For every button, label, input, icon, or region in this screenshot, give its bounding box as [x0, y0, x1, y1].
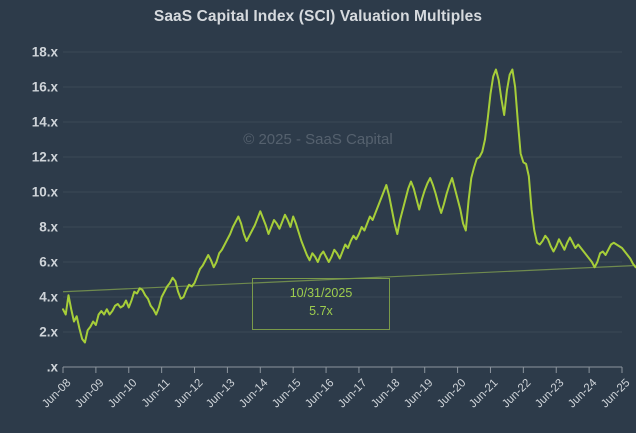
y-axis-tick-label: 8.x	[39, 219, 58, 235]
callout-date: 10/31/2025	[289, 286, 353, 300]
gridlines	[63, 51, 622, 333]
y-axis-labels: 18.x 16.x 14.x 12.x 10.x 8.x 6.x 4.x 2.x .x	[0, 0, 58, 433]
callout-box: 10/31/2025 5.7x	[252, 278, 390, 330]
y-axis-tick-label: 12.x	[31, 149, 58, 165]
y-axis-tick-label: 10.x	[31, 184, 58, 200]
chart-title: SaaS Capital Index (SCI) Valuation Multi…	[153, 8, 483, 25]
y-axis-tick-label: 16.x	[31, 79, 58, 95]
y-axis-tick-label: .x	[46, 359, 58, 375]
y-axis-tick-label: 18.x	[31, 44, 58, 60]
y-axis-tick-label: 14.x	[31, 114, 58, 130]
callout-value: 5.7x	[309, 304, 333, 318]
series-line-path	[62, 68, 636, 344]
axis-lines	[62, 366, 623, 373]
y-axis-tick-label: 4.x	[39, 289, 58, 305]
y-axis-tick-label: 6.x	[39, 254, 58, 270]
y-axis-tick-label: 2.x	[39, 324, 58, 340]
